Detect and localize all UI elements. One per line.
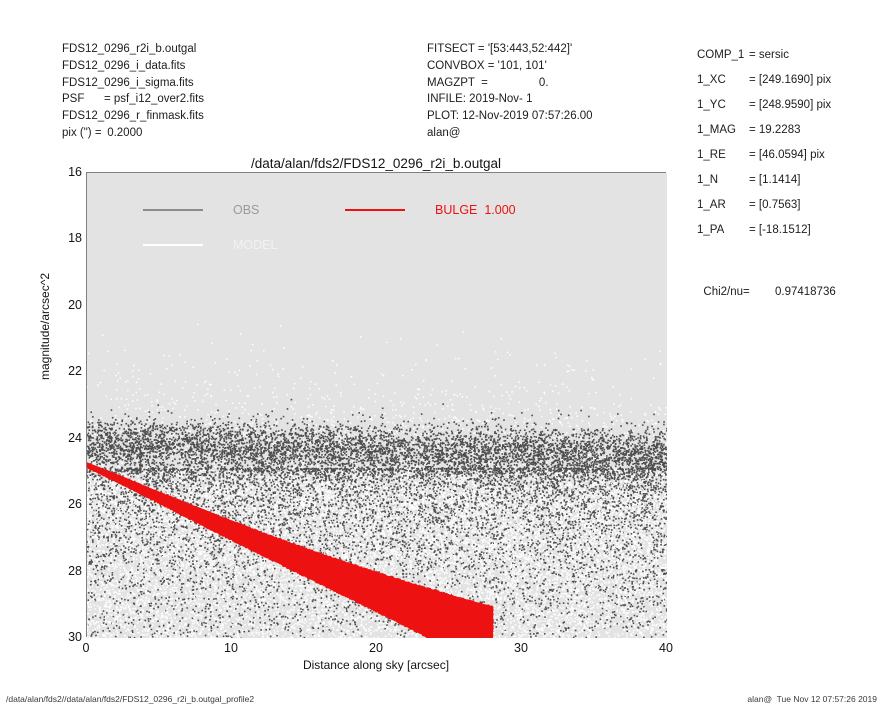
param-key: COMP_1 [697, 49, 745, 61]
x-tick-label: 0 [82, 641, 90, 655]
param-key: 1_PA [697, 224, 725, 236]
param-row: 1_RE = [46.0594] pix [697, 149, 831, 161]
footer-path: /data/alan/fds2//data/alan/fds2/FDS12_02… [6, 694, 255, 704]
param-row: 1_MAG = 19.2283 [697, 124, 831, 136]
param-key: 1_XC [697, 74, 726, 86]
footer-timestamp: alan@ Tue Nov 12 07:57:26 2019 [747, 694, 877, 704]
header-left-value: 0.2000 [104, 126, 143, 139]
param-key: 1_AR [697, 199, 726, 211]
fit-parameter-panel: COMP_1 = sersic 1_XC = [249.1690] pix 1_YC = … [697, 49, 831, 249]
param-row: 1_AR = [0.7563] [697, 199, 831, 211]
legend-label-bulge: BULGE 1.000 [435, 203, 516, 217]
x-tick-label: 40 [659, 641, 673, 655]
header-middle-block: FITSECT = '[53:443,52:442]' CONVBOX = '10… [427, 41, 593, 142]
header-left-line: FDS12_0296_r2i_b.outgal [62, 43, 197, 55]
chi-squared-value: 0.97418736 [765, 286, 836, 298]
param-value: = [248.9590] pix [749, 99, 832, 111]
legend-line-bulge [345, 209, 405, 211]
header-left-line: FDS12_0296_i_sigma.fits [62, 76, 194, 89]
header-left-block: FDS12_0296_r2i_b.outgal FDS12_0296_i_data… [62, 41, 204, 142]
param-key: 1_RE [697, 149, 726, 161]
header-mid-line: INFILE: 2019-Nov- 1 [427, 93, 533, 106]
header-left-line: pix (") = 0.2000 [62, 125, 204, 142]
scatter-canvas [87, 173, 667, 638]
param-value: = [-18.1512] [749, 224, 811, 236]
header-mid-line: alan@ [427, 126, 461, 139]
legend-line-obs [143, 209, 203, 211]
legend-entry-model: MODEL [143, 238, 277, 252]
plot-area: OBS MODEL BULGE 1.000 [86, 172, 667, 638]
plot-title: /data/alan/fds2/FDS12_0296_r2i_b.outgal [251, 156, 501, 171]
chi-squared-row: Chi2/nu= 0.97418736 [697, 274, 836, 298]
header-left-line: FDS12_0296_r_finmask.fits [62, 110, 204, 123]
param-value: = sersic [749, 49, 789, 61]
legend-entry-bulge: BULGE 1.000 [345, 203, 516, 217]
header-mid-line: PLOT: 12-Nov-2019 07:57:26.00 [427, 110, 593, 123]
x-tick-label: 20 [369, 641, 383, 655]
param-value: = [1.1414] [749, 174, 801, 186]
param-row: 1_XC = [249.1690] pix [697, 74, 831, 86]
y-tick-label: 28 [68, 563, 82, 578]
y-tick-label: 18 [68, 231, 82, 246]
legend-label-model: MODEL [233, 238, 278, 252]
header-left-key: PSF [62, 93, 85, 106]
y-tick-label: 24 [68, 430, 82, 445]
param-row: 1_YC = [248.9590] pix [697, 99, 831, 111]
y-tick-label: 26 [68, 497, 82, 512]
legend-line-model [143, 244, 203, 246]
header-left-key: pix (") = [62, 126, 102, 139]
param-key: 1_MAG [697, 124, 736, 136]
param-value: = [0.7563] [749, 199, 801, 211]
y-tick-label: 30 [68, 630, 82, 644]
x-tick-label: 30 [514, 641, 528, 655]
param-row: 1_N = [1.1414] [697, 174, 831, 186]
header-mid-line: FITSECT = '[53:443,52:442]' [427, 43, 573, 55]
y-axis-ticks: 16 18 20 22 24 26 28 30 [38, 165, 82, 644]
param-key: 1_N [697, 174, 719, 186]
param-row: COMP_1 = sersic [697, 49, 831, 61]
x-tick-label: 10 [224, 641, 238, 655]
header-left-line: PSF = psf_i12_over2.fits [62, 91, 204, 108]
x-axis-ticks: 0 10 20 30 40 [82, 641, 673, 661]
param-key: 1_YC [697, 99, 726, 111]
y-axis-label: magnitude/arcsec^2 [38, 272, 52, 380]
legend-label-obs: OBS [233, 203, 260, 217]
param-value: = [46.0594] pix [749, 149, 825, 161]
x-axis-label: Distance along sky [arcsec] [302, 658, 450, 672]
param-value: = [249.1690] pix [749, 74, 832, 86]
param-row: 1_PA = [-18.1512] [697, 224, 831, 236]
chi-squared-label: Chi2/nu= [703, 286, 750, 298]
header-left-line: FDS12_0296_i_data.fits [62, 59, 186, 72]
y-tick-label: 16 [68, 165, 82, 179]
y-tick-label: 20 [68, 297, 82, 312]
header-left-value: = psf_i12_over2.fits [104, 93, 205, 106]
param-value: = 19.2283 [749, 124, 801, 136]
header-mid-line: CONVBOX = '101, 101' [427, 59, 547, 72]
y-tick-label: 22 [68, 364, 82, 379]
legend-entry-obs: OBS [143, 203, 259, 217]
header-mid-line: MAGZPT = 0. [427, 76, 549, 89]
